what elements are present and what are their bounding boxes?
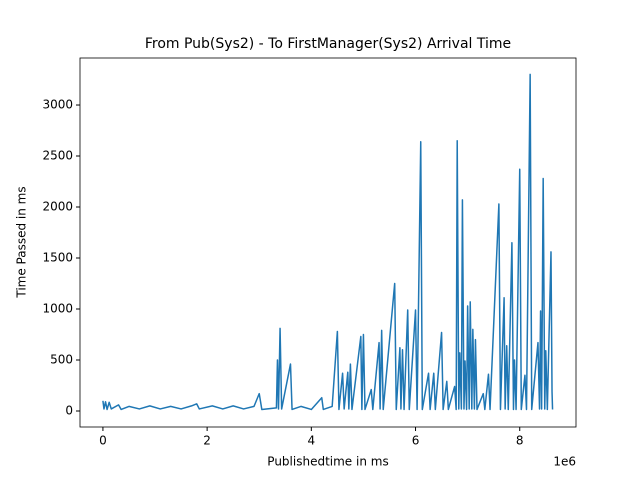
y-axis-label: Time Passed in ms: [15, 186, 29, 298]
y-tick-label: 500: [50, 352, 73, 366]
y-tick-label: 1000: [42, 301, 73, 315]
plot-frame: [79, 57, 577, 428]
y-tick-label: 2000: [42, 200, 73, 214]
chart-title: From Pub(Sys2) - To FirstManager(Sys2) A…: [145, 36, 511, 52]
x-tick-label: 2: [203, 434, 211, 448]
y-tick-label: 2500: [42, 149, 73, 163]
x-tick-label: 8: [516, 434, 524, 448]
y-tick-label: 0: [65, 403, 73, 417]
data-line: [102, 73, 554, 411]
x-axis-label: Publishedtime in ms: [267, 455, 388, 469]
x-offset-label: 1e6: [553, 455, 576, 469]
x-tick-label: 4: [308, 434, 316, 448]
y-tick-label: 3000: [42, 98, 73, 112]
x-tick-label: 0: [99, 434, 107, 448]
y-tick-label: 1500: [42, 251, 73, 265]
x-tick-label: 6: [412, 434, 420, 448]
